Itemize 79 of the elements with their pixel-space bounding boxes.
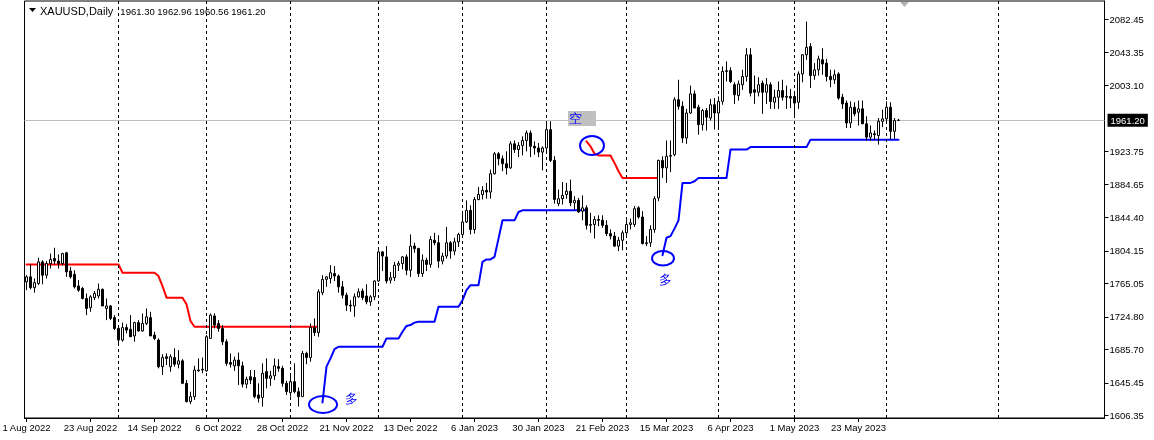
y-tick-label: 2043.35 [1109, 46, 1144, 58]
candlestick [417, 247, 420, 278]
x-tick-label: 21 Nov 2022 [319, 421, 374, 433]
chart-title: XAUUSD,Daily [40, 5, 114, 17]
candlestick [605, 219, 608, 237]
y-tick-label: 1765.05 [1109, 277, 1144, 289]
candlestick [481, 185, 484, 201]
x-tick-label: 6 Jan 2023 [450, 421, 499, 433]
candlestick [641, 210, 644, 245]
candlestick [361, 288, 364, 301]
candlestick [329, 264, 332, 285]
x-tick-label: 28 Oct 2022 [256, 421, 309, 433]
candlestick [141, 312, 144, 333]
candlestick [769, 81, 772, 110]
candlestick [613, 231, 616, 248]
candlestick [713, 97, 716, 131]
candlestick [149, 311, 152, 337]
candlestick [409, 233, 412, 278]
candlestick [501, 154, 504, 172]
candlestick [237, 352, 240, 386]
candlestick [529, 129, 532, 158]
y-tick-label: 1884.65 [1109, 178, 1144, 190]
y-tick-label: 2003.10 [1109, 80, 1144, 91]
x-tick-label: 23 May 2023 [831, 421, 886, 433]
candlestick [353, 293, 356, 318]
candlestick [761, 80, 764, 115]
candlestick [129, 314, 132, 338]
candlestick [777, 80, 780, 110]
annotation: 多 [658, 272, 672, 288]
candlestick [121, 322, 124, 343]
y-tick-label: 1724.80 [1109, 311, 1144, 323]
candlestick [261, 362, 264, 408]
candlestick [733, 81, 736, 105]
candlestick [73, 269, 76, 290]
x-tick-label: 21 Feb 2023 [575, 421, 630, 433]
candlestick [561, 181, 564, 206]
candlestick [309, 322, 312, 363]
candlestick [701, 108, 704, 131]
candlestick [253, 369, 256, 399]
annotation: 空 [567, 111, 596, 127]
candlestick [393, 261, 396, 282]
candlestick [53, 247, 56, 265]
candlestick [41, 259, 44, 285]
candlestick [385, 245, 388, 285]
candlestick [173, 347, 176, 368]
x-tick-label: 30 Jan 2023 [512, 421, 565, 433]
y-tick-label: 1645.45 [1109, 377, 1144, 389]
x-tick-label: 6 Apr 2023 [707, 421, 754, 433]
candlestick [29, 263, 32, 290]
x-tick-label: 1 May 2023 [769, 421, 820, 433]
candlestick [437, 234, 440, 269]
candlestick [633, 205, 636, 228]
annotation: 多 [344, 391, 358, 407]
candlestick [429, 235, 432, 269]
candlestick [593, 215, 596, 240]
candlestick [365, 283, 368, 305]
text: 1961.30 1962.96 1960.56 1961.20 [120, 6, 266, 17]
y-tick-label: 1804.15 [1109, 245, 1144, 257]
candlestick [665, 139, 668, 184]
x-tick-label: 23 Aug 2022 [63, 421, 118, 433]
candlestick [65, 251, 68, 278]
candlestick [445, 226, 448, 260]
candlestick [569, 179, 572, 207]
y-tick-label: 1923.75 [1109, 145, 1144, 157]
candlestick [849, 100, 852, 129]
candlestick [857, 100, 860, 126]
x-tick-label: 14 Sep 2022 [127, 421, 182, 433]
candlestick [453, 237, 456, 256]
x-tick-label: 1 Aug 2022 [2, 421, 51, 433]
y-tick-label: 1685.70 [1109, 343, 1144, 355]
candlestick [89, 294, 92, 313]
y-tick-label: 2082.45 [1109, 14, 1144, 25]
candlestick [889, 101, 892, 141]
y-tick-label: 1844.40 [1109, 211, 1144, 223]
x-tick-label: 15 Mar 2023 [639, 421, 694, 433]
y-tick-label: 1606.35 [1109, 409, 1144, 421]
x-tick-label: 6 Oct 2022 [195, 421, 242, 433]
x-tick-label: 13 Dec 2022 [383, 421, 438, 433]
ref-line-label: 1961.20 [1110, 114, 1145, 126]
